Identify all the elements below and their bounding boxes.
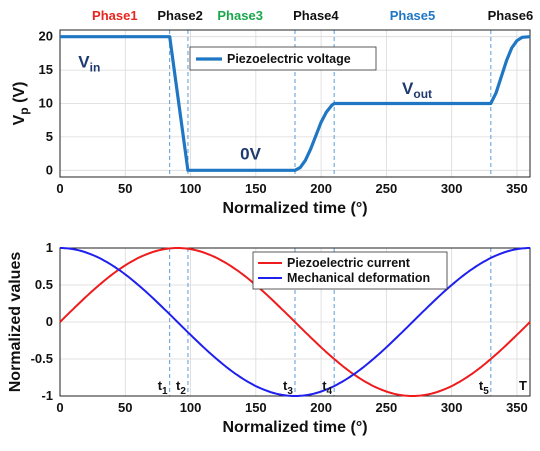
phase-label: Phase1 (92, 8, 138, 23)
top-x-tick-label: 250 (376, 181, 398, 196)
bottom-x-axis-label: Normalized time (°) (222, 419, 367, 436)
phase-label: Phase4 (293, 8, 339, 23)
bottom-x-tick-label: 150 (245, 400, 267, 415)
voltage-level-annotation: 0V (240, 145, 261, 164)
phase-label: Phase2 (157, 8, 203, 23)
bottom-chart-normalized-values: 0 50 100 150 200 250 300 350 -1 -0.5 0 0.5 1 t1 t2 t3 t4… (7, 240, 531, 436)
bottom-y-axis-label: Normalized values (7, 252, 24, 393)
top-x-tick-label: 350 (506, 181, 528, 196)
voltage-level-annotation: Vout (402, 79, 432, 101)
bottom-x-tick-label: 250 (376, 400, 398, 415)
legend-entry-piezoelectric-voltage: Piezoelectric voltage (227, 52, 351, 66)
top-legend-box (189, 46, 377, 71)
bottom-y-tick-label: -1 (41, 388, 53, 403)
time-instant-label: t5 (479, 378, 489, 397)
time-instant-label: T (519, 378, 527, 393)
top-plot-frame (59, 29, 531, 178)
bottom-legend-box (252, 251, 448, 290)
top-x-tick-label: 0 (56, 181, 63, 196)
series-piezoelectric-current (59, 247, 531, 397)
top-x-tick-label: 200 (310, 181, 332, 196)
time-instant-label: t2 (176, 378, 186, 397)
bottom-y-tick-label: -0.5 (31, 351, 53, 366)
top-legend: Piezoelectric voltage (189, 46, 377, 71)
bottom-x-tick-label: 350 (506, 400, 528, 415)
bottom-x-tick-label: 0 (56, 400, 63, 415)
time-instant-label: t3 (283, 378, 293, 397)
legend-entry-piezoelectric-current: Piezoelectric current (287, 256, 411, 270)
legend-entry-mechanical-deformation: Mechanical deformation (287, 271, 430, 285)
series-piezoelectric-voltage (60, 35, 531, 172)
top-chart-piezoelectric-voltage: 0 50 100 150 200 250 300 350 0 5 10 15 20 Phase1 Phase… (11, 8, 533, 217)
top-y-tick-label: 20 (39, 29, 53, 44)
phase-label: Phase5 (390, 8, 436, 23)
top-y-tick-label: 0 (46, 162, 53, 177)
voltage-level-annotation: Vin (78, 52, 100, 74)
bottom-y-tick-label: 0.5 (35, 277, 53, 292)
top-y-tick-label: 5 (46, 129, 53, 144)
bottom-x-tick-label: 200 (310, 400, 332, 415)
time-instant-label: t4 (322, 378, 332, 397)
top-x-axis-label: Normalized time (°) (222, 200, 367, 217)
phase-label: Phase6 (488, 8, 534, 23)
bottom-y-tick-label: 0 (46, 314, 53, 329)
top-y-tick-label: 10 (39, 96, 53, 111)
series-mechanical-deformation (60, 247, 530, 397)
bottom-x-tick-label: 300 (441, 400, 463, 415)
top-x-tick-label: 300 (441, 181, 463, 196)
top-x-tick-label: 50 (118, 181, 132, 196)
bottom-x-tick-label: 100 (180, 400, 202, 415)
bottom-y-tick-label: 1 (46, 240, 53, 255)
time-instant-label: t1 (158, 378, 168, 397)
top-y-tick-label: 15 (39, 62, 53, 77)
top-x-tick-label: 100 (180, 181, 202, 196)
top-y-axis-label: Vp (V) (11, 82, 31, 126)
phase-label: Phase3 (217, 8, 263, 23)
top-x-tick-label: 150 (245, 181, 267, 196)
bottom-x-tick-label: 50 (118, 400, 132, 415)
